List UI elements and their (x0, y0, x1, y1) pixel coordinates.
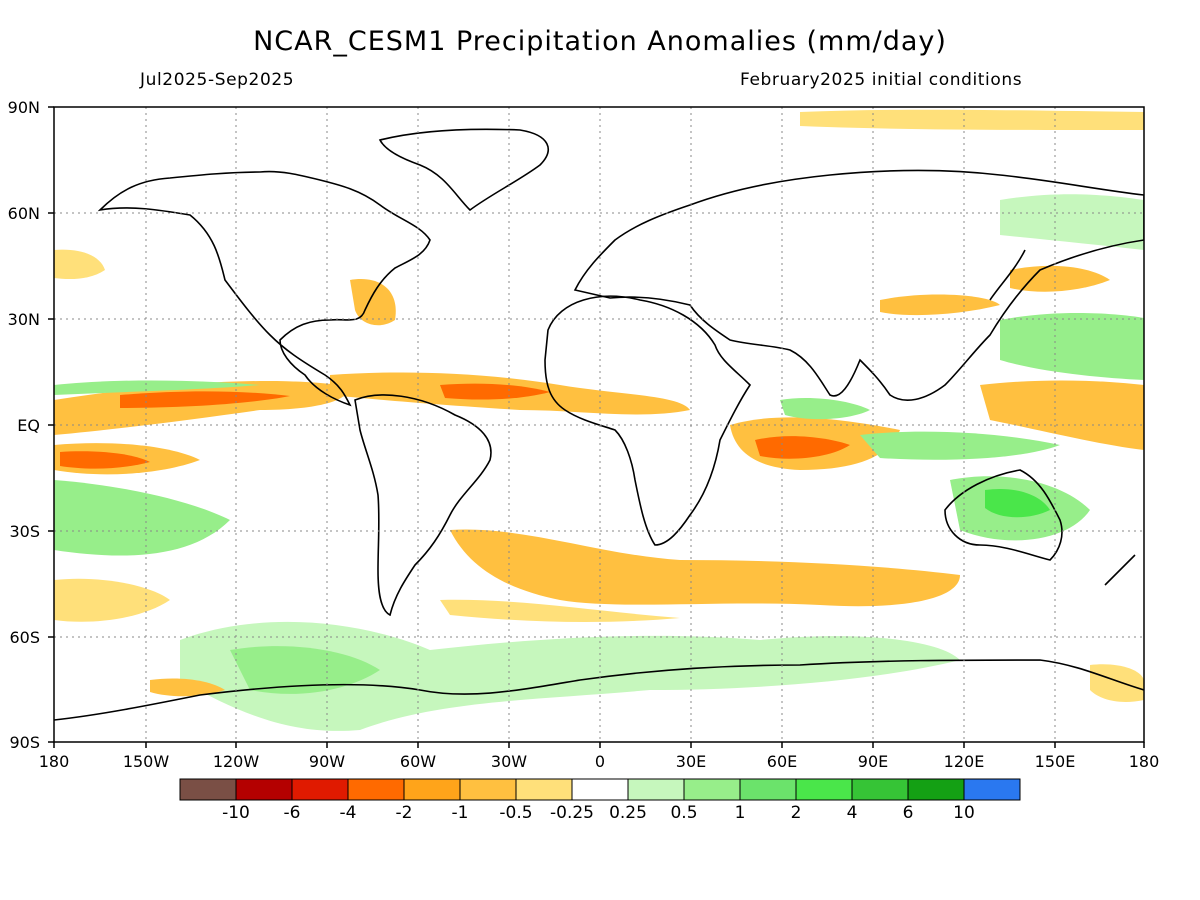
lon-label: 90E (858, 752, 888, 771)
colorbar-label: -0.5 (499, 803, 532, 823)
lat-label: 60S (9, 628, 40, 647)
dry-anomaly-region (1090, 664, 1144, 702)
forecast-period: Jul2025-Sep2025 (140, 70, 295, 90)
dry-anomaly-region (440, 383, 550, 400)
colorbar-swatch (683, 778, 741, 801)
colorbar-label: -4 (340, 803, 357, 823)
dry-anomaly-region (980, 380, 1144, 450)
lon-label: 120E (944, 752, 985, 771)
colorbar-swatch (235, 778, 293, 801)
coastlines (54, 128, 1144, 721)
wet-anomaly-region (780, 398, 870, 420)
longitude-labels: 180 150W 120W 90W 60W 30W 0 30E 60E 90E … (39, 752, 1160, 771)
lon-label: 60E (767, 752, 797, 771)
colorbar-label: 10 (953, 803, 975, 823)
lon-label: 0 (595, 752, 605, 771)
colorbar-label: 0.25 (609, 803, 647, 823)
lat-label: 30S (9, 522, 40, 541)
colorbar-label: 6 (903, 803, 914, 823)
lat-label: 60N (8, 204, 40, 223)
lat-label: EQ (17, 416, 40, 435)
lat-label: 90S (9, 733, 40, 752)
wet-anomaly-region (54, 480, 230, 556)
lon-label: 60W (400, 752, 436, 771)
wet-anomaly-region (230, 646, 380, 694)
wet-anomaly-region (54, 380, 260, 395)
dry-anomaly-region (54, 249, 105, 280)
lat-label: 30N (8, 310, 40, 329)
colorbar-label: -10 (222, 803, 250, 823)
colorbar-label: 0.5 (670, 803, 697, 823)
lon-label: 30E (676, 752, 706, 771)
lon-label: 150E (1035, 752, 1076, 771)
colorbar-label: -6 (284, 803, 301, 823)
colorbar-swatch (459, 778, 517, 801)
dry-anomaly-region (440, 599, 680, 622)
colorbar-label: 2 (791, 803, 802, 823)
wet-anomaly-region (985, 488, 1050, 518)
colorbar-label: 4 (847, 803, 858, 823)
wet-anomaly-region (180, 621, 960, 731)
colorbar-swatch (179, 778, 237, 801)
lat-label: 90N (8, 98, 40, 117)
wet-anomaly-region (1000, 313, 1144, 380)
anomaly-field (54, 109, 1144, 731)
colorbar-swatch (571, 778, 629, 801)
lon-label: 180 (39, 752, 70, 771)
lon-label: 180 (1129, 752, 1160, 771)
colorbar-label: -1 (452, 803, 469, 823)
lon-label: 150W (123, 752, 170, 771)
colorbar-label: -0.25 (550, 803, 594, 823)
dry-anomaly-region (1010, 265, 1110, 292)
colorbar-swatch (907, 778, 965, 801)
lon-label: 120W (213, 752, 260, 771)
dry-anomaly-region (755, 436, 850, 459)
colorbar-swatch (739, 778, 797, 801)
dry-anomaly-region (54, 578, 170, 622)
colorbar-swatch (403, 778, 461, 801)
latitude-labels: 90N 60N 30N EQ 30S 60S 90S (8, 98, 40, 752)
dry-anomaly-region (800, 109, 1144, 130)
dry-anomaly-region (880, 294, 1000, 316)
colorbar-swatch (795, 778, 853, 801)
dry-anomaly-region (350, 279, 396, 326)
colorbar-swatch (851, 778, 909, 801)
dry-anomaly-region (150, 678, 225, 697)
colorbar-swatch (963, 778, 1021, 801)
colorbar-swatch (291, 778, 349, 801)
colorbar: -10 -6 -4 -2 -1 -0.5 -0.25 0.25 0.5 1 2 4 6 10 (179, 778, 1021, 823)
colorbar-swatch (347, 778, 405, 801)
colorbar-label: 1 (735, 803, 746, 823)
dry-anomaly-region (120, 391, 290, 408)
lon-label: 30W (491, 752, 527, 771)
lon-label: 90W (309, 752, 345, 771)
wet-anomaly-region (1000, 194, 1144, 250)
axis-ticks (48, 106, 1145, 748)
colorbar-label: -2 (396, 803, 413, 823)
wet-anomaly-region (860, 431, 1060, 460)
map-title: NCAR_CESM1 Precipitation Anomalies (mm/d… (253, 26, 947, 57)
colorbar-swatch (515, 778, 573, 801)
dry-anomaly-region (450, 529, 960, 607)
colorbar-swatch (627, 778, 685, 801)
dry-anomaly-region (60, 451, 150, 469)
graticule (54, 107, 1144, 742)
initial-conditions: February2025 initial conditions (740, 70, 1023, 90)
